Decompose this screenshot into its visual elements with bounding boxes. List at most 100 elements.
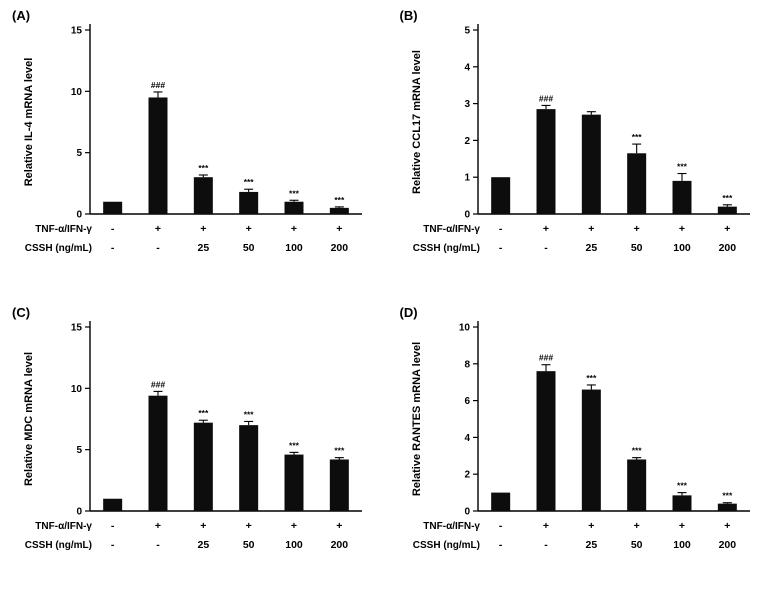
svg-text:CSSH (ng/mL): CSSH (ng/mL) <box>412 540 479 551</box>
svg-text:***: *** <box>334 195 345 205</box>
svg-text:200: 200 <box>718 539 736 551</box>
svg-text:Relative MDC mRNA level: Relative MDC mRNA level <box>23 351 35 485</box>
svg-text:+: + <box>678 223 684 235</box>
svg-text:0: 0 <box>464 210 470 221</box>
svg-text:-: - <box>498 520 502 532</box>
svg-text:100: 100 <box>673 539 691 551</box>
svg-text:***: *** <box>631 445 642 455</box>
panel-b-ccl17: (B) 0 1 2 3 4 5 Relative CCL17 mRNA level ### **… <box>388 0 775 297</box>
svg-text:+: + <box>724 520 730 532</box>
svg-text:5: 5 <box>464 26 470 37</box>
svg-text:5: 5 <box>76 445 82 456</box>
svg-text:TNF-α/IFN-γ: TNF-α/IFN-γ <box>35 521 92 532</box>
svg-text:10: 10 <box>71 87 83 98</box>
svg-text:-: - <box>156 242 160 254</box>
svg-text:***: *** <box>631 132 642 142</box>
svg-text:25: 25 <box>197 539 209 551</box>
svg-text:100: 100 <box>285 539 303 551</box>
svg-text:2: 2 <box>464 469 470 480</box>
svg-text:-: - <box>498 539 502 551</box>
svg-text:+: + <box>588 223 594 235</box>
svg-text:+: + <box>291 223 297 235</box>
svg-text:+: + <box>542 520 548 532</box>
svg-text:+: + <box>246 520 252 532</box>
svg-text:+: + <box>678 520 684 532</box>
svg-text:CSSH (ng/mL): CSSH (ng/mL) <box>25 540 92 551</box>
svg-text:TNF-α/IFN-γ: TNF-α/IFN-γ <box>423 224 480 235</box>
panel-a-il4: (A) 0 5 10 15 Relative IL-4 mRNA level ### ***… <box>0 0 388 297</box>
svg-text:***: *** <box>677 480 688 490</box>
svg-text:+: + <box>291 520 297 532</box>
svg-text:-: - <box>111 223 115 235</box>
svg-text:-: - <box>111 520 115 532</box>
svg-text:***: *** <box>289 440 300 450</box>
svg-text:50: 50 <box>243 242 255 254</box>
svg-text:+: + <box>200 223 206 235</box>
svg-text:###: ### <box>151 80 165 90</box>
svg-text:10: 10 <box>71 383 83 394</box>
bar-chart-rantes-mrna: 0 2 4 6 8 10 Relative RANTES mRNA level ### *** *… <box>411 320 750 551</box>
svg-text:-: - <box>498 223 502 235</box>
svg-text:***: *** <box>244 409 255 419</box>
svg-text:+: + <box>542 223 548 235</box>
svg-text:***: *** <box>334 445 345 455</box>
svg-text:0: 0 <box>76 506 82 517</box>
svg-text:50: 50 <box>243 539 255 551</box>
svg-text:4: 4 <box>464 432 470 443</box>
svg-text:***: *** <box>722 490 733 500</box>
svg-text:TNF-α/IFN-γ: TNF-α/IFN-γ <box>423 521 480 532</box>
svg-text:-: - <box>544 539 548 551</box>
panel-label-a: (A) <box>12 8 31 23</box>
svg-text:6: 6 <box>464 396 470 407</box>
svg-text:Relative IL-4 mRNA level: Relative IL-4 mRNA level <box>23 58 35 187</box>
svg-text:+: + <box>200 520 206 532</box>
svg-text:***: *** <box>586 372 597 382</box>
svg-text:100: 100 <box>285 242 303 254</box>
svg-text:+: + <box>246 223 252 235</box>
svg-text:+: + <box>724 223 730 235</box>
svg-text:-: - <box>111 242 115 254</box>
svg-text:8: 8 <box>464 359 470 370</box>
svg-text:+: + <box>588 520 594 532</box>
svg-text:###: ### <box>538 352 552 362</box>
bar-chart-il4-mrna: 0 5 10 15 Relative IL-4 mRNA level ### *** *** *… <box>23 24 362 254</box>
svg-text:200: 200 <box>331 242 349 254</box>
svg-text:+: + <box>633 520 639 532</box>
bar-chart-ccl17-mrna: 0 1 2 3 4 5 Relative CCL17 mRNA level ### *** ***… <box>411 24 750 254</box>
svg-text:-: - <box>156 539 160 551</box>
svg-text:***: *** <box>198 408 209 418</box>
svg-text:10: 10 <box>458 322 470 333</box>
svg-text:-: - <box>544 242 548 254</box>
bar-chart-mdc-mrna: 0 5 10 15 Relative MDC mRNA level ### *** *** **… <box>23 320 362 551</box>
svg-text:50: 50 <box>630 242 642 254</box>
svg-text:***: *** <box>722 193 733 203</box>
svg-text:25: 25 <box>585 539 597 551</box>
svg-text:100: 100 <box>673 242 691 254</box>
svg-text:***: *** <box>198 163 209 173</box>
svg-text:***: *** <box>677 162 688 172</box>
panel-c-mdc: (C) 0 5 10 15 Relative MDC mRNA level ### *** *… <box>0 297 388 593</box>
svg-text:50: 50 <box>630 539 642 551</box>
svg-text:+: + <box>336 520 342 532</box>
panel-label-d: (D) <box>399 304 418 320</box>
svg-text:***: *** <box>289 188 300 198</box>
svg-text:200: 200 <box>718 242 736 254</box>
svg-text:15: 15 <box>71 26 83 37</box>
svg-text:+: + <box>155 520 161 532</box>
svg-text:###: ### <box>538 93 552 103</box>
svg-text:CSSH (ng/mL): CSSH (ng/mL) <box>25 243 92 254</box>
svg-text:***: *** <box>244 177 255 187</box>
svg-text:-: - <box>111 539 115 551</box>
svg-text:200: 200 <box>331 539 349 551</box>
svg-text:CSSH (ng/mL): CSSH (ng/mL) <box>412 243 479 254</box>
panel-label-c: (C) <box>12 304 31 320</box>
svg-text:0: 0 <box>464 506 470 517</box>
svg-text:0: 0 <box>76 210 82 221</box>
panel-d-rantes: (D) 0 2 4 6 8 10 Relative RANTES mRNA level ###… <box>388 297 775 593</box>
svg-text:15: 15 <box>71 322 83 333</box>
svg-text:+: + <box>155 223 161 235</box>
svg-text:4: 4 <box>464 62 470 73</box>
svg-text:3: 3 <box>464 99 470 110</box>
svg-text:1: 1 <box>464 173 470 184</box>
